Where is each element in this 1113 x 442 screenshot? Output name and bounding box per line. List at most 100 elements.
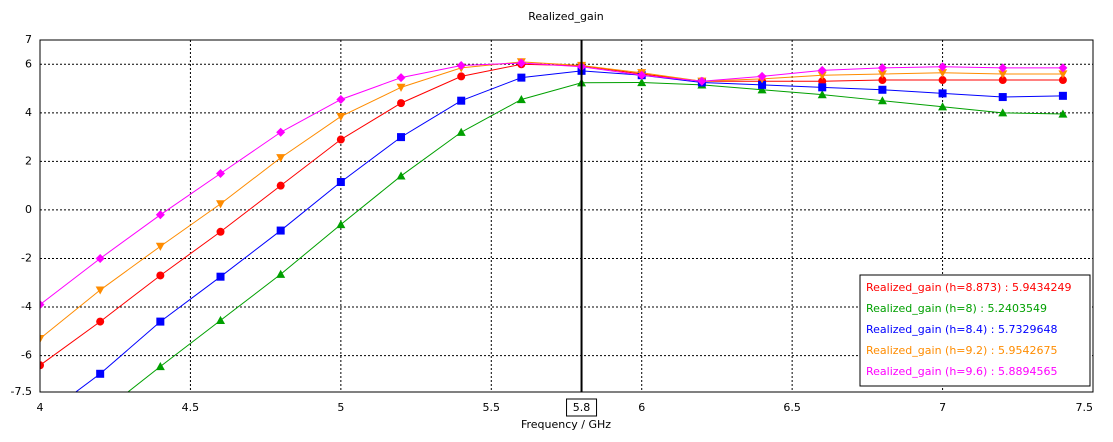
data-point <box>40 334 45 344</box>
legend-entry: Realized_gain (h=9.2) : 5.9542675 <box>866 344 1058 357</box>
data-point <box>517 73 526 82</box>
data-point <box>40 361 44 370</box>
data-point <box>155 362 165 371</box>
legend-entry: Realized_gain (h=9.6) : 5.8894565 <box>866 365 1058 378</box>
legend-box <box>859 274 1091 387</box>
data-point <box>336 94 346 104</box>
data-point <box>817 90 827 99</box>
y-tick-label: 7 <box>25 33 32 46</box>
data-point <box>938 89 947 98</box>
data-point <box>938 102 948 111</box>
data-point <box>156 317 165 326</box>
data-point <box>1058 109 1068 118</box>
y-tick-label: -2 <box>21 251 32 264</box>
data-point <box>40 300 45 310</box>
x-tick-label: 5.5 <box>483 401 501 414</box>
data-point <box>758 80 767 89</box>
legend: Realized_gain (h=8.873) : 5.9434249 Reali… <box>859 274 1091 387</box>
axes: -7.5 -6 -4 -2 0 2 4 6 7 4 4.5 5 5.5 6 6.5 7 7.5 5.8 <box>11 33 1094 417</box>
data-point <box>456 60 466 70</box>
data-point <box>818 77 827 86</box>
x-tick-label: 6.5 <box>783 401 801 414</box>
data-point <box>457 72 466 81</box>
x-axis-label: Frequency / GHz <box>521 418 611 431</box>
data-point <box>998 93 1007 102</box>
data-point <box>95 253 105 263</box>
data-point <box>155 210 165 220</box>
series-line <box>40 61 1063 339</box>
data-point <box>276 226 285 235</box>
data-point <box>1058 91 1067 100</box>
data-point <box>155 242 165 251</box>
legend-entry: Realized_gain (h=8) : 5.2403549 <box>866 302 1047 315</box>
data-point <box>1058 70 1068 79</box>
data-point <box>1058 76 1067 85</box>
data-point <box>878 85 887 94</box>
data-point <box>878 76 887 85</box>
data-point <box>998 63 1008 73</box>
data-point <box>276 181 285 190</box>
data-point <box>877 96 887 105</box>
data-point <box>637 70 647 80</box>
data-point <box>637 77 647 87</box>
data-point <box>998 108 1008 117</box>
data-point <box>216 169 226 179</box>
x-tick-label: 7.5 <box>1076 401 1094 414</box>
data-point <box>216 315 226 324</box>
legend-entry: Realized_gain (h=8.4) : 5.7329648 <box>866 323 1058 336</box>
data-point <box>817 71 827 80</box>
data-point <box>397 133 406 142</box>
x-tick-label: 4 <box>37 401 44 414</box>
marker-label: 5.8 <box>573 401 591 414</box>
data-point <box>938 69 948 78</box>
x-tick-label: 6 <box>638 401 645 414</box>
data-point <box>96 369 105 378</box>
series-line <box>40 62 1063 306</box>
data-point <box>457 96 466 105</box>
data-point <box>456 127 466 136</box>
data-point <box>817 65 827 75</box>
data-point <box>1058 63 1068 73</box>
data-point <box>156 271 165 280</box>
data-point <box>397 99 406 108</box>
plot-border <box>39 39 1094 393</box>
data-point <box>336 135 345 144</box>
legend-entry: Realized_gain (h=8.873) : 5.9434249 <box>866 281 1072 294</box>
data-point <box>276 127 286 137</box>
x-tick-label: 5 <box>337 401 344 414</box>
series-line <box>127 81 1063 392</box>
series-line <box>74 70 1063 392</box>
data-point <box>276 154 286 163</box>
data-point <box>396 73 406 83</box>
data-point <box>96 317 105 326</box>
x-tick-label: 4.5 <box>182 401 200 414</box>
data-point <box>516 94 526 104</box>
data-point <box>998 76 1007 85</box>
data-point <box>877 63 887 73</box>
y-tick-label: 2 <box>25 154 32 167</box>
data-point <box>336 178 345 187</box>
data-point <box>697 76 707 86</box>
y-tick-label: 4 <box>25 106 32 119</box>
y-tick-label: -7.5 <box>11 385 32 398</box>
data-point <box>276 269 286 278</box>
chart-title: Realized_gain <box>528 10 604 23</box>
data-point <box>938 62 948 72</box>
plot-area <box>40 58 1068 392</box>
y-tick-label: -4 <box>21 300 32 313</box>
data-point <box>216 227 225 236</box>
x-tick-label: 7 <box>939 401 946 414</box>
y-tick-label: -6 <box>21 349 32 362</box>
marker-label-box <box>566 398 598 417</box>
data-point <box>396 83 406 92</box>
data-point <box>877 70 887 79</box>
y-tick-label: 0 <box>25 203 32 216</box>
data-point <box>757 85 767 94</box>
data-point <box>336 112 346 121</box>
data-point <box>998 70 1008 79</box>
data-point <box>516 58 526 68</box>
data-point <box>818 83 827 92</box>
data-point <box>396 171 406 180</box>
y-tick-label: 6 <box>25 57 32 70</box>
